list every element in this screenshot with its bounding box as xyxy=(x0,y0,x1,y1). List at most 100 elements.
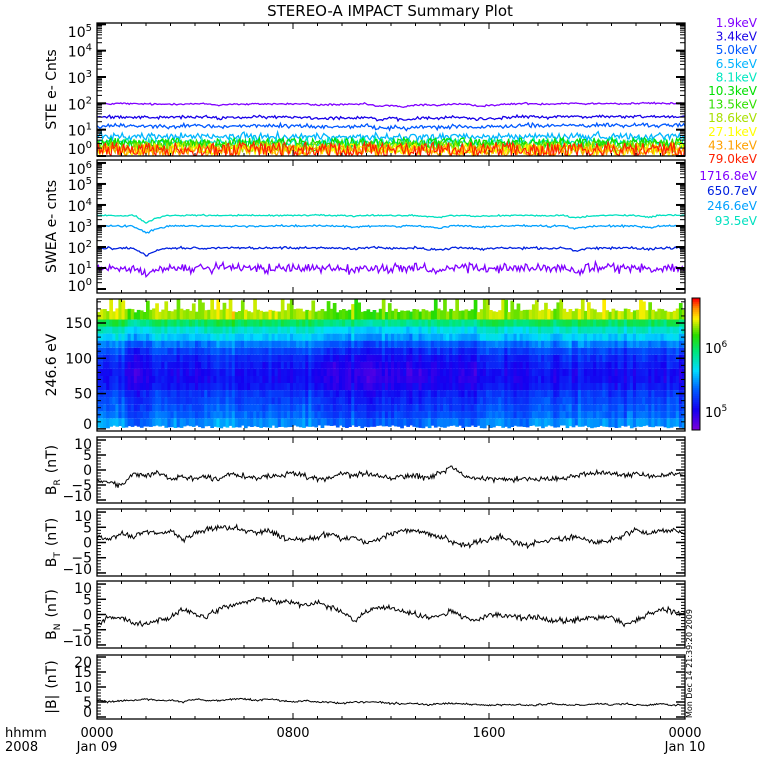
spectrogram-cell xyxy=(289,354,294,362)
spectrogram-cell xyxy=(305,340,309,348)
spectrogram-cell xyxy=(121,375,126,383)
spectrogram-cell xyxy=(602,299,606,320)
tick-base: 10 xyxy=(68,97,86,113)
spectrogram-cell xyxy=(519,333,524,341)
spectrogram-cell xyxy=(320,333,325,341)
spectrogram-cell xyxy=(259,397,263,405)
spectrogram-cell xyxy=(403,361,407,369)
spectrogram-cell xyxy=(250,418,254,427)
spectrogram-cell xyxy=(366,383,371,391)
spectrogram-cell xyxy=(605,354,610,362)
spectrogram-cell xyxy=(253,319,257,327)
spectrogram-cell xyxy=(418,397,423,405)
spectrogram-cell xyxy=(155,383,159,391)
spectrogram-cell xyxy=(489,383,493,391)
spectrogram-cell xyxy=(663,383,668,391)
legend-entry: 1.9keV xyxy=(716,16,758,30)
spectrogram-cell xyxy=(210,347,214,355)
spectrogram-cell xyxy=(240,390,245,398)
spectrogram-cell xyxy=(136,309,141,320)
tick-exponent: 1 xyxy=(86,122,92,133)
spectrogram-cell xyxy=(556,354,561,362)
colorbar-segment xyxy=(692,308,700,311)
spectrogram-cell xyxy=(136,340,141,348)
spectrogram-cell xyxy=(139,397,144,405)
spectrogram-cell xyxy=(660,411,665,419)
spectrogram-cell xyxy=(550,333,554,341)
spectrogram-cell xyxy=(136,411,141,419)
spectrogram-cell xyxy=(415,319,420,327)
spectrogram-cell xyxy=(489,375,493,383)
spectrogram-cell xyxy=(648,319,652,327)
spectrogram-cell xyxy=(427,411,432,419)
spectrogram-cell xyxy=(443,418,447,428)
spectrogram-cell xyxy=(130,354,135,362)
spectrogram-cell xyxy=(553,411,557,419)
spectrogram-cell xyxy=(513,368,518,376)
spectrogram-cell xyxy=(470,368,475,376)
spectrogram-cell xyxy=(675,340,680,348)
spectrogram-cell xyxy=(280,397,285,405)
spectrogram-cell xyxy=(421,383,426,391)
spectrogram-cell xyxy=(562,411,567,419)
spectrogram-cell xyxy=(430,354,435,362)
spectrogram-cell xyxy=(599,333,603,341)
spectrogram-cell xyxy=(231,397,236,405)
spectrogram-cell xyxy=(534,326,539,334)
spectrogram-cell xyxy=(176,319,181,327)
spectrogram-cell xyxy=(522,375,527,383)
spectrogram-cell xyxy=(375,368,380,376)
spectrogram-cell xyxy=(228,375,233,383)
spectrogram-cell xyxy=(657,375,662,383)
spectrogram-cell xyxy=(510,361,515,369)
spectrogram-cell xyxy=(378,411,383,419)
spectrogram-cell xyxy=(663,333,668,341)
spectrogram-cell xyxy=(464,333,469,341)
spectrogram-cell xyxy=(366,347,371,355)
spectrogram-cell xyxy=(651,390,655,398)
y-tick-label: 5 xyxy=(83,695,92,711)
spectrogram-cell xyxy=(485,354,490,362)
spectrogram-cell xyxy=(452,390,456,398)
spectrogram-cell xyxy=(461,319,466,327)
spectrogram-cell xyxy=(289,390,294,398)
spectrogram-cell xyxy=(277,347,282,355)
spectrogram-cell xyxy=(155,404,159,412)
spectrogram-cell xyxy=(357,418,361,427)
spectrogram-cell xyxy=(216,326,221,334)
spectrogram-cell xyxy=(329,308,334,320)
spectrogram-cell xyxy=(473,418,478,427)
spectrogram-cell xyxy=(234,397,239,405)
spectrogram-cell xyxy=(320,347,325,355)
spectrogram-cell xyxy=(596,411,600,419)
spectrogram-cell xyxy=(394,333,398,341)
spectrogram-cell xyxy=(366,418,371,428)
spectrogram-cell xyxy=(593,411,597,419)
spectrogram-cell xyxy=(357,375,361,383)
spectrogram-cell xyxy=(326,368,331,376)
spectrogram-cell xyxy=(541,340,545,348)
y-label-text: B xyxy=(44,486,60,496)
spectrogram-cell xyxy=(528,418,533,426)
colorbar-segment xyxy=(692,408,700,411)
spectrogram-cell xyxy=(283,368,288,376)
spectrogram-cell xyxy=(602,340,606,348)
spectrogram-cell xyxy=(553,326,557,334)
spectrogram-cell xyxy=(617,375,622,383)
spectrogram-cell xyxy=(139,347,144,355)
spectrogram-cell xyxy=(139,319,144,327)
spectrogram-cell xyxy=(289,319,294,327)
spectrogram-cell xyxy=(544,333,548,341)
spectrogram-cell xyxy=(467,326,472,334)
spectrogram-cell xyxy=(378,333,383,341)
spectrogram-cell xyxy=(464,354,469,362)
spectrogram-cell xyxy=(629,397,634,405)
spectrogram-cell xyxy=(470,347,475,355)
spectrogram-cell xyxy=(528,319,533,327)
spectrogram-cell xyxy=(522,383,527,391)
spectrogram-cell xyxy=(482,333,487,341)
spectrogram-cell xyxy=(443,333,447,341)
spectrogram-cell xyxy=(632,347,637,355)
spectrogram-cell xyxy=(179,326,184,334)
spectrogram-cell xyxy=(660,404,665,412)
